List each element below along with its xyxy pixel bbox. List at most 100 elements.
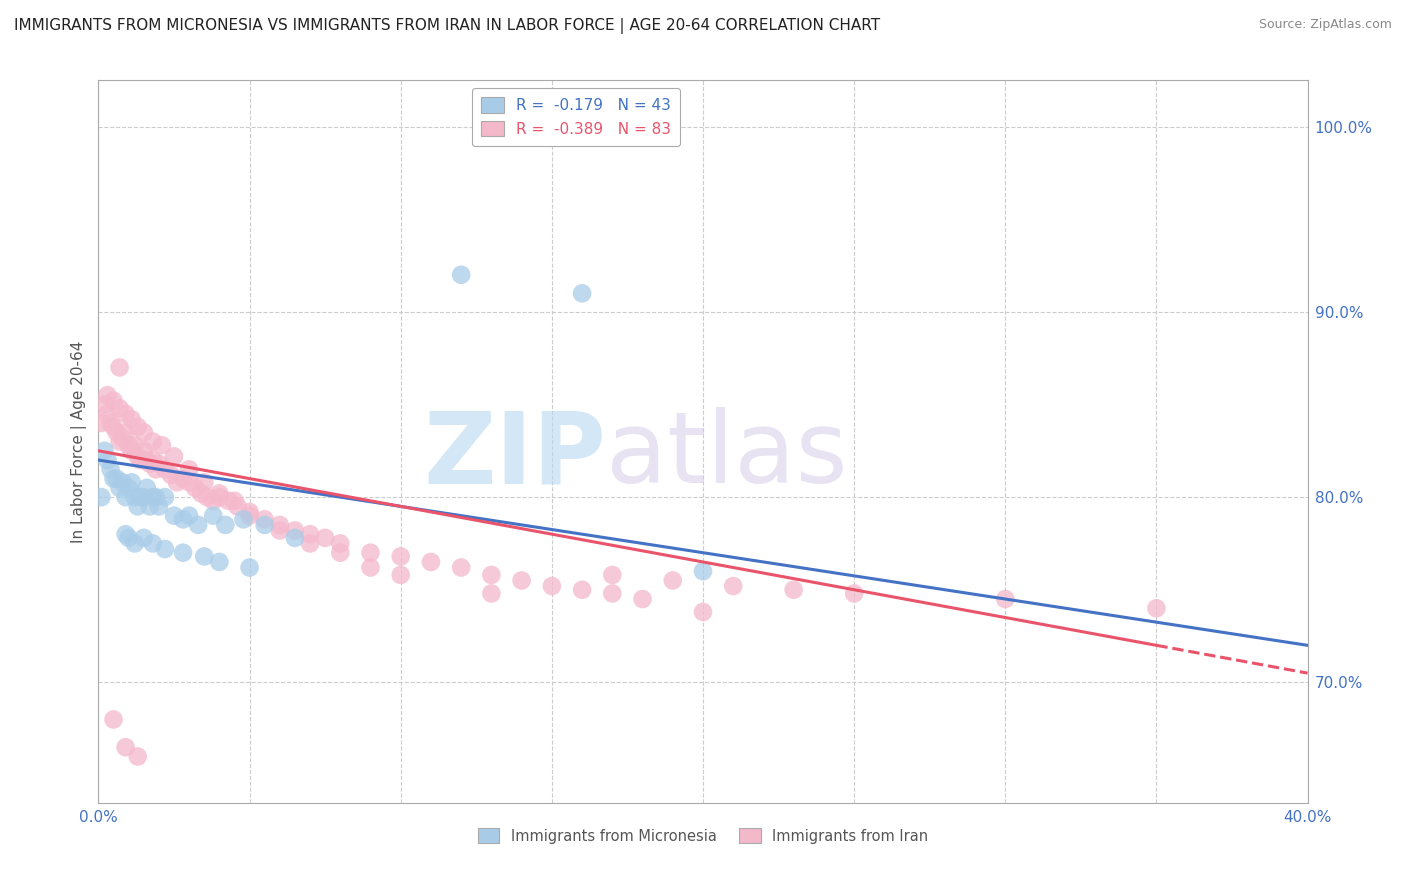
Point <box>114 490 136 504</box>
Point <box>127 500 149 514</box>
Point <box>450 268 472 282</box>
Text: Source: ZipAtlas.com: Source: ZipAtlas.com <box>1258 18 1392 31</box>
Point <box>208 486 231 500</box>
Point <box>150 438 173 452</box>
Point <box>450 560 472 574</box>
Point <box>163 508 186 523</box>
Point <box>195 490 218 504</box>
Point <box>145 490 167 504</box>
Point <box>389 549 412 564</box>
Point <box>226 500 249 514</box>
Point <box>160 467 183 482</box>
Point <box>232 512 254 526</box>
Point <box>602 586 624 600</box>
Point <box>129 453 152 467</box>
Point <box>108 434 131 449</box>
Point <box>692 605 714 619</box>
Point <box>571 582 593 597</box>
Point <box>90 416 112 430</box>
Point <box>602 568 624 582</box>
Point <box>103 393 125 408</box>
Point <box>723 579 745 593</box>
Point <box>96 388 118 402</box>
Point <box>114 407 136 421</box>
Point <box>100 416 122 430</box>
Point <box>284 524 307 538</box>
Point <box>148 500 170 514</box>
Point <box>299 527 322 541</box>
Point <box>127 450 149 464</box>
Point <box>142 453 165 467</box>
Point <box>217 493 239 508</box>
Point <box>239 508 262 523</box>
Point <box>132 425 155 440</box>
Point <box>127 749 149 764</box>
Point <box>269 517 291 532</box>
Point <box>142 536 165 550</box>
Point <box>103 713 125 727</box>
Point <box>105 472 128 486</box>
Point <box>420 555 443 569</box>
Point <box>329 536 352 550</box>
Point <box>148 457 170 471</box>
Point <box>172 512 194 526</box>
Point <box>108 481 131 495</box>
Point <box>114 527 136 541</box>
Point <box>631 592 654 607</box>
Point <box>844 586 866 600</box>
Point <box>329 546 352 560</box>
Point <box>224 493 246 508</box>
Point <box>179 475 201 490</box>
Point <box>1144 601 1167 615</box>
Point <box>142 434 165 449</box>
Point <box>193 475 215 490</box>
Point <box>202 508 225 523</box>
Point <box>481 568 503 582</box>
Point <box>994 592 1017 607</box>
Point <box>360 546 382 560</box>
Point <box>108 360 131 375</box>
Point <box>540 579 562 593</box>
Point <box>214 517 236 532</box>
Point <box>124 438 146 452</box>
Point <box>692 564 714 578</box>
Point <box>202 493 225 508</box>
Point <box>118 481 141 495</box>
Point <box>661 574 683 588</box>
Point <box>284 531 307 545</box>
Point <box>184 481 207 495</box>
Point <box>187 517 209 532</box>
Point <box>114 425 136 440</box>
Point <box>193 549 215 564</box>
Text: ZIP: ZIP <box>423 408 606 505</box>
Point <box>118 531 141 545</box>
Point <box>139 457 162 471</box>
Point <box>360 560 382 574</box>
Point <box>239 505 262 519</box>
Point <box>153 462 176 476</box>
Point <box>153 490 176 504</box>
Point <box>172 472 194 486</box>
Point <box>239 560 262 574</box>
Point <box>163 450 186 464</box>
Text: atlas: atlas <box>606 408 848 505</box>
Point <box>172 546 194 560</box>
Point <box>132 531 155 545</box>
Point <box>124 490 146 504</box>
Point <box>103 472 125 486</box>
Y-axis label: In Labor Force | Age 20-64: In Labor Force | Age 20-64 <box>72 341 87 542</box>
Point <box>179 462 201 476</box>
Point <box>132 443 155 458</box>
Point <box>114 740 136 755</box>
Point <box>127 419 149 434</box>
Point <box>93 443 115 458</box>
Point <box>135 481 157 495</box>
Point <box>118 438 141 452</box>
Text: IMMIGRANTS FROM MICRONESIA VS IMMIGRANTS FROM IRAN IN LABOR FORCE | AGE 20-64 CO: IMMIGRANTS FROM MICRONESIA VS IMMIGRANTS… <box>14 18 880 34</box>
Point <box>389 568 412 582</box>
Point <box>93 397 115 411</box>
Point <box>269 524 291 538</box>
Point <box>253 517 276 532</box>
Point <box>179 508 201 523</box>
Point <box>510 574 533 588</box>
